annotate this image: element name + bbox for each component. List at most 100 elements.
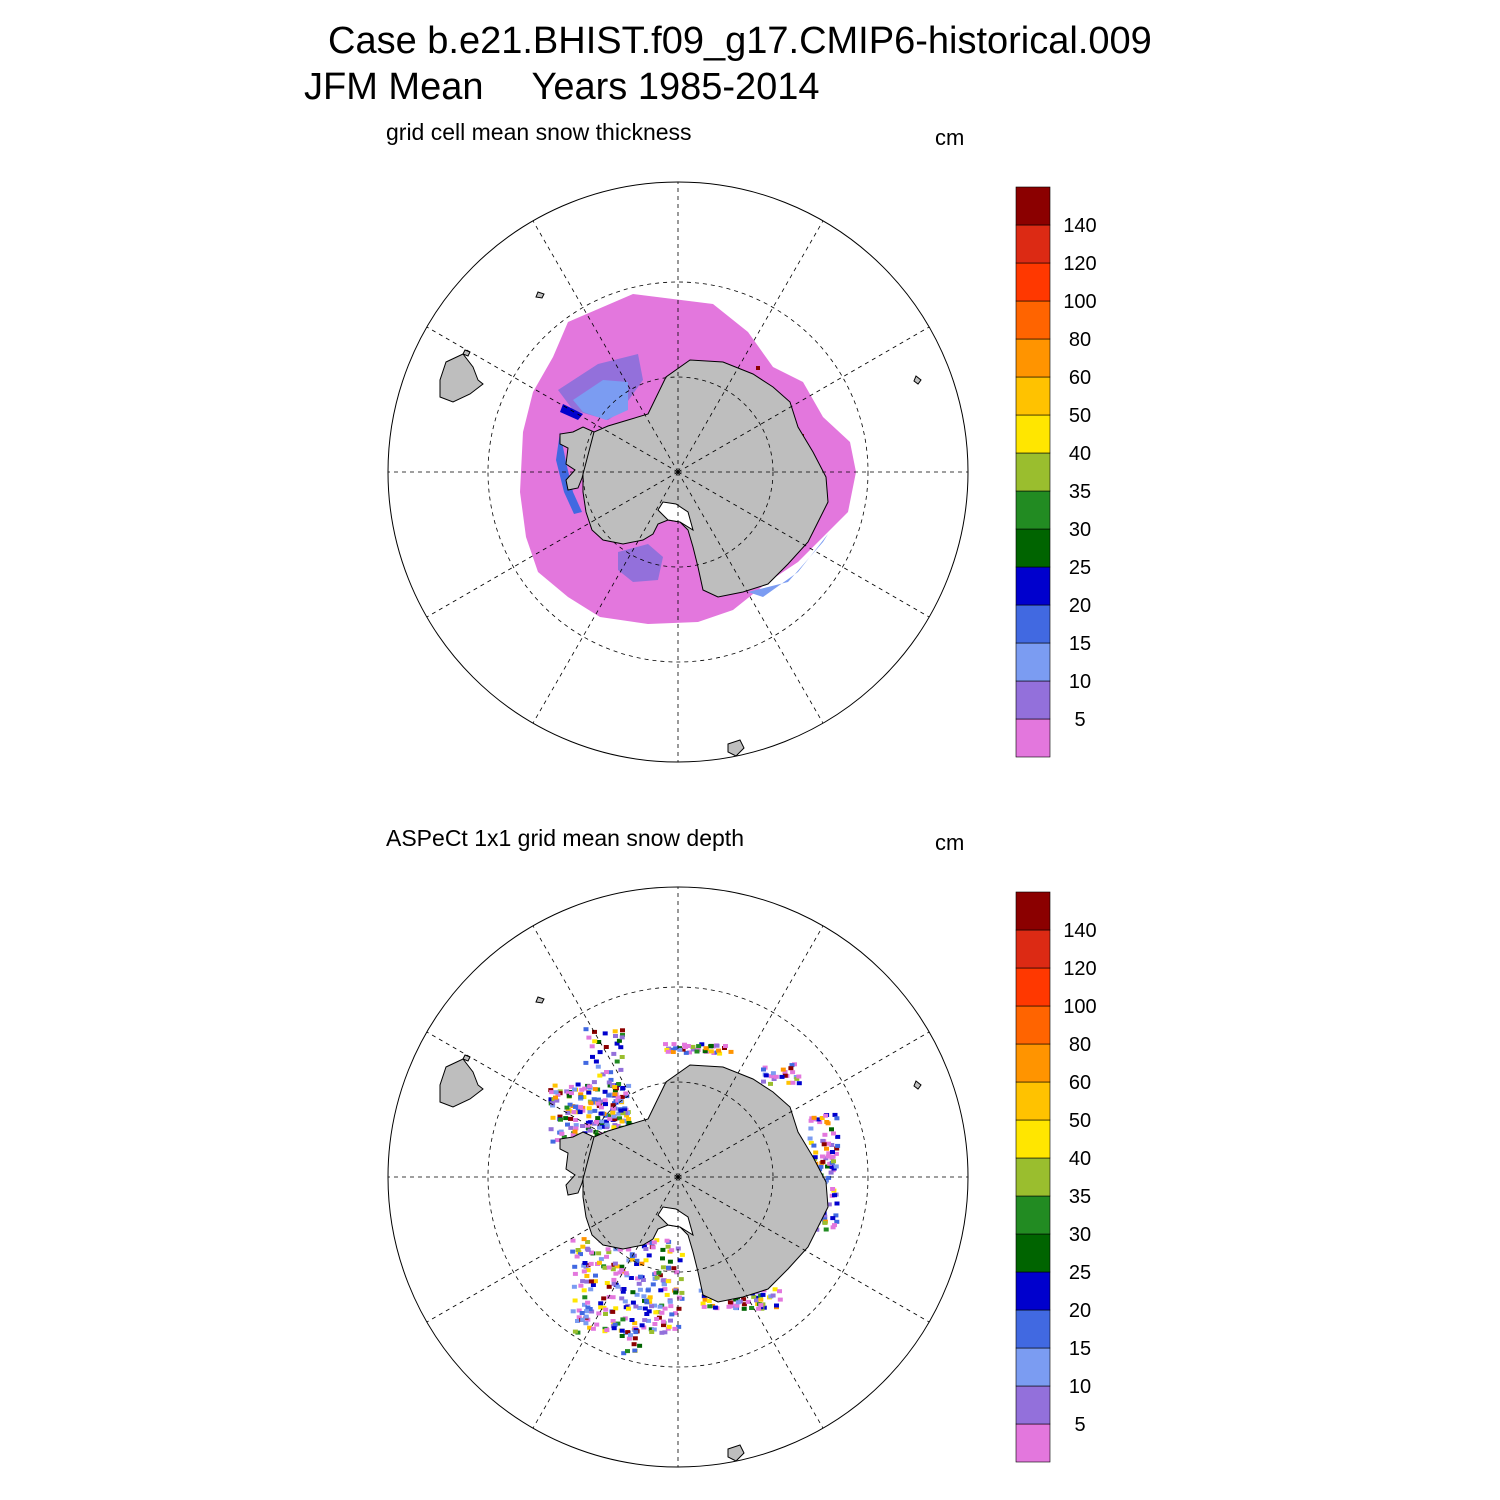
observation-cell (596, 1311, 602, 1316)
map-panel-model (387, 181, 969, 763)
observation-cell (596, 1040, 602, 1044)
observation-cell (834, 1201, 840, 1206)
observation-cell (652, 1322, 658, 1326)
observation-cell (662, 1287, 668, 1292)
observation-cell (548, 1127, 554, 1132)
observation-cell (700, 1301, 706, 1306)
colorbar-tick-label: 15 (1069, 633, 1091, 655)
observation-cell (610, 1267, 616, 1272)
observation-cell (815, 1117, 821, 1122)
observation-cell (819, 1116, 825, 1120)
observation-cell (622, 1118, 628, 1123)
observation-cell (660, 1319, 666, 1324)
observation-cell (586, 1090, 592, 1095)
observation-cell (572, 1298, 578, 1303)
figure-title-period: JFM Mean Years 1985-2014 (304, 68, 820, 106)
observation-cell (582, 1302, 587, 1307)
observation-cell (612, 1085, 618, 1089)
observation-cell (590, 1326, 596, 1331)
observation-cell (621, 1287, 627, 1291)
observation-cell (758, 1297, 764, 1302)
observation-cell (592, 1029, 597, 1034)
observation-cell (612, 1088, 618, 1093)
colorbar-swatch (1015, 604, 1051, 644)
observation-cell (832, 1112, 838, 1117)
panel-2-title: ASPeCt 1x1 grid mean snow depth (386, 825, 744, 851)
colorbar-swatch (1015, 1081, 1051, 1121)
colorbar-swatch (1015, 1005, 1051, 1045)
observation-cell (712, 1305, 718, 1310)
observation-cell (641, 1325, 647, 1330)
observation-cell (634, 1262, 640, 1266)
observation-cell (780, 1067, 786, 1072)
observation-cell (830, 1154, 836, 1159)
observation-cell (823, 1113, 829, 1118)
observation-cell (615, 1321, 621, 1326)
observation-cell (662, 1306, 668, 1311)
observation-cell (758, 1303, 764, 1308)
observation-cell (579, 1311, 585, 1315)
observation-cell (673, 1288, 679, 1293)
observation-cell (550, 1115, 556, 1120)
observation-cell (714, 1043, 720, 1048)
observation-cell (611, 1051, 617, 1056)
observation-cell (572, 1271, 578, 1276)
observation-cell (592, 1108, 598, 1113)
observation-cell (751, 1294, 757, 1299)
observation-cell (808, 1118, 814, 1123)
observation-cell (568, 1125, 574, 1130)
observation-cell (618, 1067, 624, 1072)
observation-cell (690, 1044, 696, 1049)
colorbar-swatch (1015, 376, 1051, 416)
observation-cell (637, 1287, 643, 1292)
observation-cell (669, 1312, 675, 1317)
colorbar-swatch (1015, 1157, 1051, 1197)
observation-cell (586, 1126, 592, 1131)
observation-cell (612, 1322, 618, 1327)
observation-cell (813, 1150, 819, 1155)
observation-cell (569, 1091, 574, 1096)
observation-cell (632, 1321, 638, 1326)
observation-cell (660, 1265, 666, 1270)
observation-cell (667, 1259, 673, 1264)
observation-cell (582, 1261, 588, 1265)
observation-cell (612, 1092, 618, 1097)
observation-cell (828, 1170, 834, 1175)
meridian-line (677, 471, 824, 724)
observation-cell (641, 1294, 647, 1299)
observation-cell (741, 1302, 747, 1307)
observation-cell (623, 1091, 629, 1096)
observation-cell (613, 1306, 619, 1311)
colorbar-tick-label: 20 (1069, 595, 1091, 617)
observation-cell (638, 1274, 643, 1279)
observation-cell (650, 1282, 656, 1287)
observation-cell (735, 1300, 741, 1305)
observation-cell (829, 1127, 834, 1132)
observation-cell (826, 1141, 831, 1146)
observation-cell (626, 1120, 632, 1125)
observation-cell (580, 1108, 586, 1113)
observation-cell (585, 1120, 591, 1125)
observation-cell (583, 1314, 589, 1319)
observation-cell (558, 1129, 564, 1134)
observation-cell (628, 1333, 633, 1338)
observation-cell (654, 1238, 660, 1243)
observation-cell (790, 1080, 796, 1085)
observation-cell (587, 1084, 593, 1089)
observation-cell (575, 1108, 581, 1112)
observation-cell (823, 1227, 829, 1232)
observation-cell (830, 1187, 836, 1191)
observation-cell (763, 1073, 769, 1078)
observation-cell (673, 1046, 679, 1051)
observation-cell (788, 1066, 794, 1071)
observation-cell (761, 1079, 766, 1084)
observation-cell (669, 1248, 675, 1253)
observation-cell (583, 1321, 589, 1326)
observation-cell (659, 1330, 665, 1335)
observation-cell (756, 1306, 762, 1311)
observation-cell (602, 1089, 608, 1094)
observation-cell (658, 1288, 664, 1293)
observation-cell (723, 1044, 728, 1048)
observation-cell (620, 1317, 626, 1322)
observation-cell (667, 1299, 673, 1304)
